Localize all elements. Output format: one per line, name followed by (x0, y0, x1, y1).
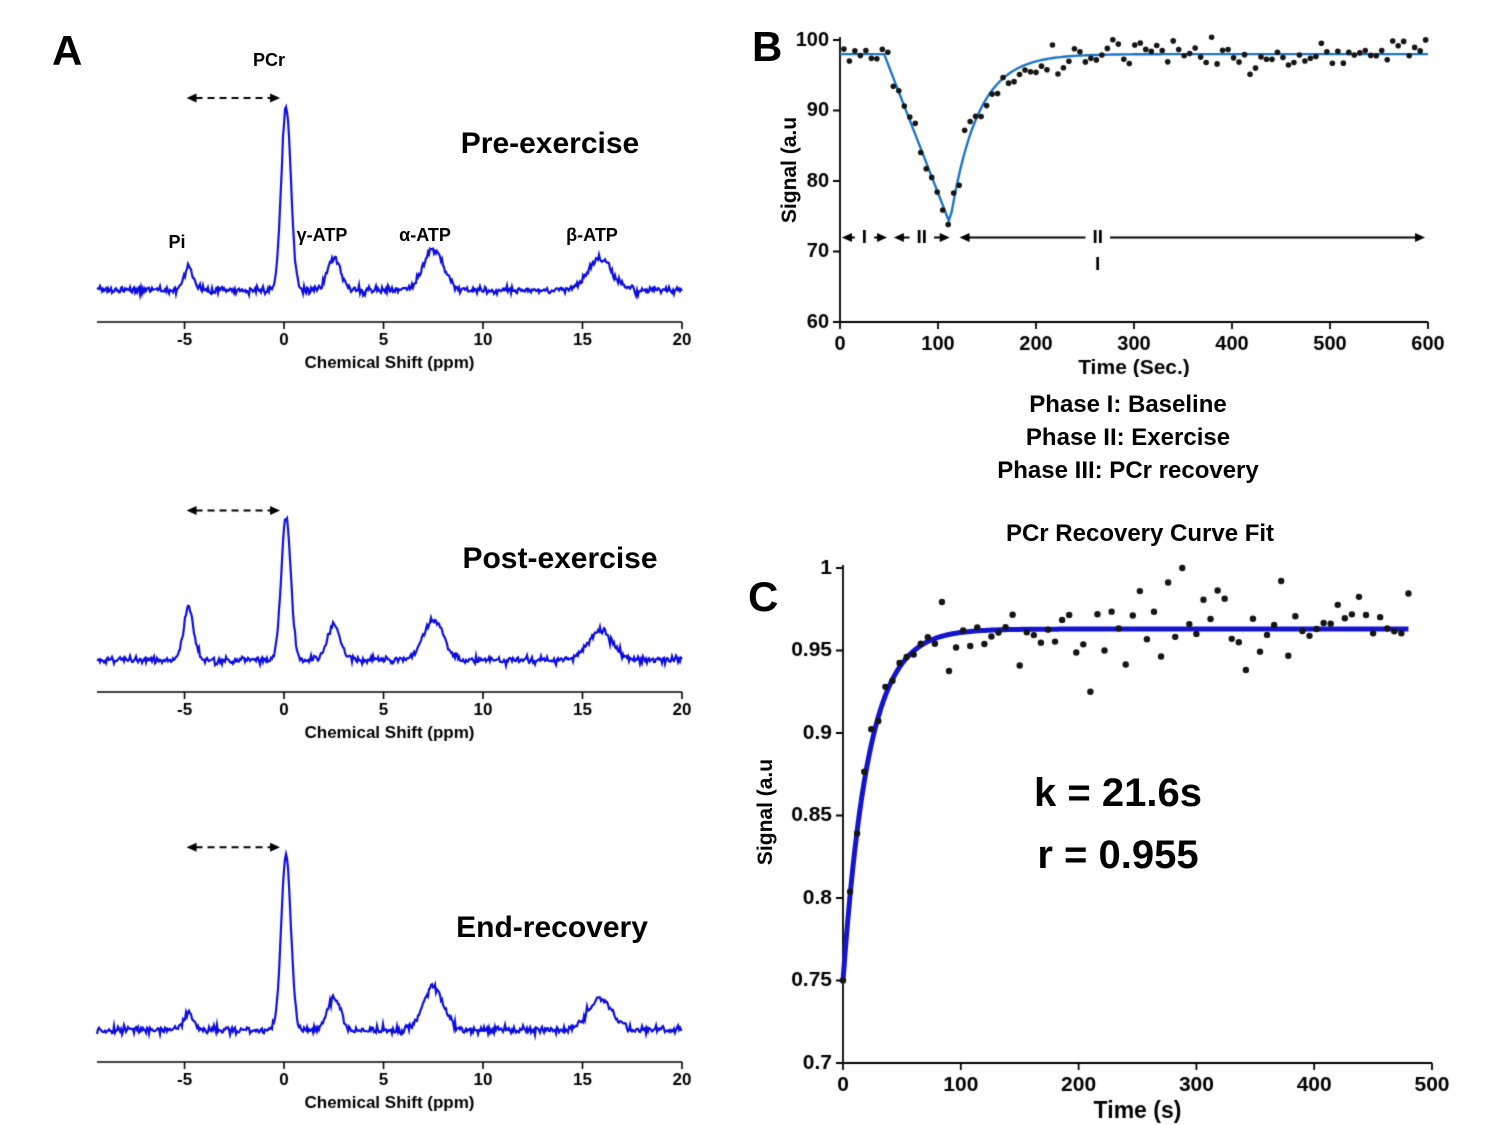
fit-r-value: r = 0.955 (1037, 833, 1199, 877)
timecourse-y-axis-label: Signal (a.u (778, 116, 801, 224)
peak-label-gamma-atp: γ-ATP (296, 225, 348, 245)
spectrum-post-exercise-chart (85, 385, 700, 747)
peak-label-pcr: PCr (252, 50, 286, 70)
condition-label-end-recovery: End-recovery (456, 911, 648, 944)
spectrum-pre-exercise-chart (85, 15, 700, 377)
recovery-fit-y-axis-label: Signal (a.u (754, 758, 777, 866)
recovery-fit-chart (770, 520, 1470, 1125)
peak-label-alpha-atp: α-ATP (399, 225, 451, 245)
fit-k-value: k = 21.6s (1034, 771, 1202, 815)
timecourse-chart (770, 15, 1450, 377)
peak-label-beta-atp: β-ATP (566, 225, 618, 245)
phase-legend-line-2: Phase II: Exercise (1025, 424, 1231, 451)
peak-label-pi: Pi (168, 232, 186, 252)
phase-legend: Phase I: Baseline Phase II: Exercise Pha… (997, 388, 1258, 487)
condition-label-pre-exercise: Pre-exercise (460, 127, 640, 160)
fit-parameters-annotation: k = 21.6s r = 0.955 (1034, 762, 1202, 886)
spectrum-end-recovery-chart (85, 755, 700, 1117)
panel-a-label: A (52, 27, 83, 74)
phase-legend-line-1: Phase I: Baseline (1029, 391, 1227, 418)
phase-legend-line-3: Phase III: PCr recovery (997, 457, 1259, 484)
condition-label-post-exercise: Post-exercise (462, 542, 658, 575)
